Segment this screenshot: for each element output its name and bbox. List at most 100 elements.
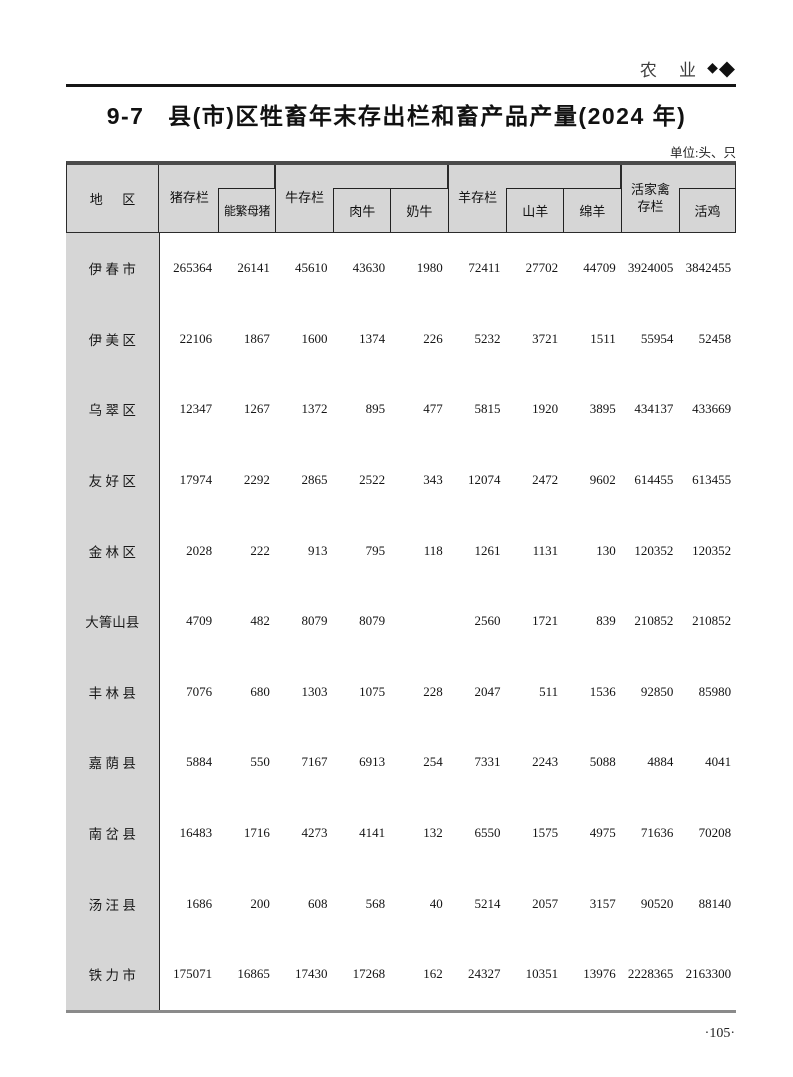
data-cell: 1536: [589, 683, 616, 699]
data-cell: 895: [365, 401, 386, 417]
data-cell: 1867: [243, 330, 270, 346]
data-cell: 16483: [179, 825, 213, 841]
data-cell: 5214: [474, 895, 501, 911]
data-cell: 1920: [532, 401, 559, 417]
header-ewe-box: 绵羊: [564, 188, 622, 232]
data-cell: 1600: [301, 330, 328, 346]
data-cell: 1261: [474, 542, 501, 558]
data-cell: 1374: [359, 330, 386, 346]
diamond-icon: ◆: [707, 60, 718, 76]
data-cell: 228: [423, 683, 443, 699]
data-cell: 120352: [692, 542, 732, 558]
header-cattle-group: 牛存栏: [285, 190, 325, 206]
data-cell: 40: [429, 895, 443, 911]
data-cell: 71636: [640, 825, 674, 841]
data-cell: 130: [596, 542, 616, 558]
data-cell: 2047: [474, 683, 501, 699]
data-cell: 2865: [301, 472, 328, 488]
data-cell: 5815: [474, 401, 501, 417]
data-cell: 1686: [186, 895, 213, 911]
data-cell: 2472: [532, 472, 559, 488]
table-header: 地 区 猪存栏 牛存栏 羊存栏 活家禽 存栏 能繁母猪 肉牛 奶牛 山羊 绵羊 …: [66, 161, 736, 233]
data-cell: 120352: [634, 542, 674, 558]
data-cell: 3924005: [627, 260, 674, 276]
data-cell: 5884: [186, 754, 213, 770]
region-cell: 嘉 荫 县: [66, 727, 160, 798]
data-cell: 7167: [301, 754, 328, 770]
header-rule: [66, 84, 736, 87]
data-cell: 5088: [589, 754, 616, 770]
data-cell: 2057: [532, 895, 559, 911]
running-head: 农 业 ◆ ◆: [640, 56, 735, 81]
unit-note: 单位:头、只: [670, 146, 736, 160]
table-row: 金 林 区 2028 222 913 795 118 1261 1131 130 120352 12…: [66, 515, 736, 586]
page-number: ·105·: [704, 1026, 735, 1041]
header-goat-box: 山羊: [506, 188, 565, 232]
data-cell: 1511: [590, 330, 616, 346]
data-cell: 265364: [173, 260, 213, 276]
region-cell: 大箐山县: [66, 585, 160, 657]
data-cell: 9602: [589, 472, 616, 488]
data-cell: 45610: [294, 260, 328, 276]
data-cell: 12074: [467, 472, 501, 488]
data-cell: 1131: [532, 542, 559, 558]
table-row: 伊 美 区 22106 1867 1600 1374 226 5232 3721 1511 559…: [66, 303, 736, 375]
region-cell: 伊 春 市: [66, 233, 160, 304]
data-cell: 43630: [352, 260, 386, 276]
data-cell: 222: [250, 542, 270, 558]
data-cell: 70208: [698, 825, 732, 841]
data-cell: 90520: [640, 895, 674, 911]
data-cell: 3895: [589, 401, 616, 417]
data-cell: 1980: [416, 260, 443, 276]
data-cell: 2560: [474, 613, 501, 629]
data-cell: 88140: [698, 895, 732, 911]
data-cell: 4884: [647, 754, 674, 770]
region-cell: 友 好 区: [66, 444, 160, 516]
data-cell: 614455: [634, 472, 674, 488]
data-cell: 3721: [532, 330, 559, 346]
data-cell: 7331: [474, 754, 501, 770]
data-cell: 226: [423, 330, 443, 346]
table-row: 友 好 区 17974 2292 2865 2522 343 12074 2472 9602 61…: [66, 444, 736, 516]
header-sheep-group: 羊存栏: [458, 190, 498, 206]
header-sow-box: 能繁母猪: [218, 188, 276, 232]
data-cell: 5232: [474, 330, 501, 346]
data-cell: 175071: [173, 966, 213, 982]
header-region: 地 区: [67, 165, 159, 232]
data-cell: 3842455: [685, 260, 732, 276]
section-title: 农 业: [639, 61, 706, 80]
data-cell: 1575: [532, 825, 559, 841]
data-cell: [390, 586, 448, 657]
data-cell: 343: [423, 472, 443, 488]
data-cell: 434137: [634, 401, 674, 417]
table-row: 嘉 荫 县 5884 550 7167 6913 254 7331 2243 5088 4884 4…: [66, 727, 736, 798]
data-cell: 210852: [692, 613, 732, 629]
table-row: 铁 力 市 175071 16865 17430 17268 162 24327 10351 1…: [66, 938, 736, 1010]
data-cell: 568: [365, 895, 386, 911]
data-cell: 1075: [359, 683, 386, 699]
data-cell: 52458: [698, 330, 732, 346]
data-cell: 2243: [532, 754, 559, 770]
data-cell: 8079: [301, 613, 328, 629]
data-cell: 2028: [186, 542, 213, 558]
data-cell: 1372: [301, 401, 328, 417]
table-row: 大箐山县 4709 482 8079 8079 2560 1721 839 210852 2108…: [66, 585, 736, 657]
region-cell: 铁 力 市: [66, 938, 160, 1010]
data-cell: 72411: [468, 260, 501, 276]
data-cell: 4041: [705, 754, 732, 770]
data-cell: 22106: [179, 330, 213, 346]
data-cell: 482: [250, 613, 270, 629]
data-cell: 1303: [301, 683, 328, 699]
data-cell: 433669: [692, 401, 732, 417]
data-cell: 17268: [352, 966, 386, 982]
region-cell: 乌 翠 区: [66, 374, 160, 445]
diamond-icon: ◆: [718, 56, 735, 80]
region-cell: 金 林 区: [66, 515, 160, 586]
data-cell: 4709: [186, 613, 213, 629]
data-cell: 511: [539, 683, 559, 699]
region-cell: 丰 林 县: [66, 656, 160, 728]
data-cell: 24327: [467, 966, 501, 982]
table-row: 乌 翠 区 12347 1267 1372 895 477 5815 1920 3895 4341…: [66, 374, 736, 445]
data-cell: 16865: [237, 966, 270, 982]
table-row: 南 岔 县 16483 1716 4273 4141 132 6550 1575 4975 716…: [66, 797, 736, 869]
